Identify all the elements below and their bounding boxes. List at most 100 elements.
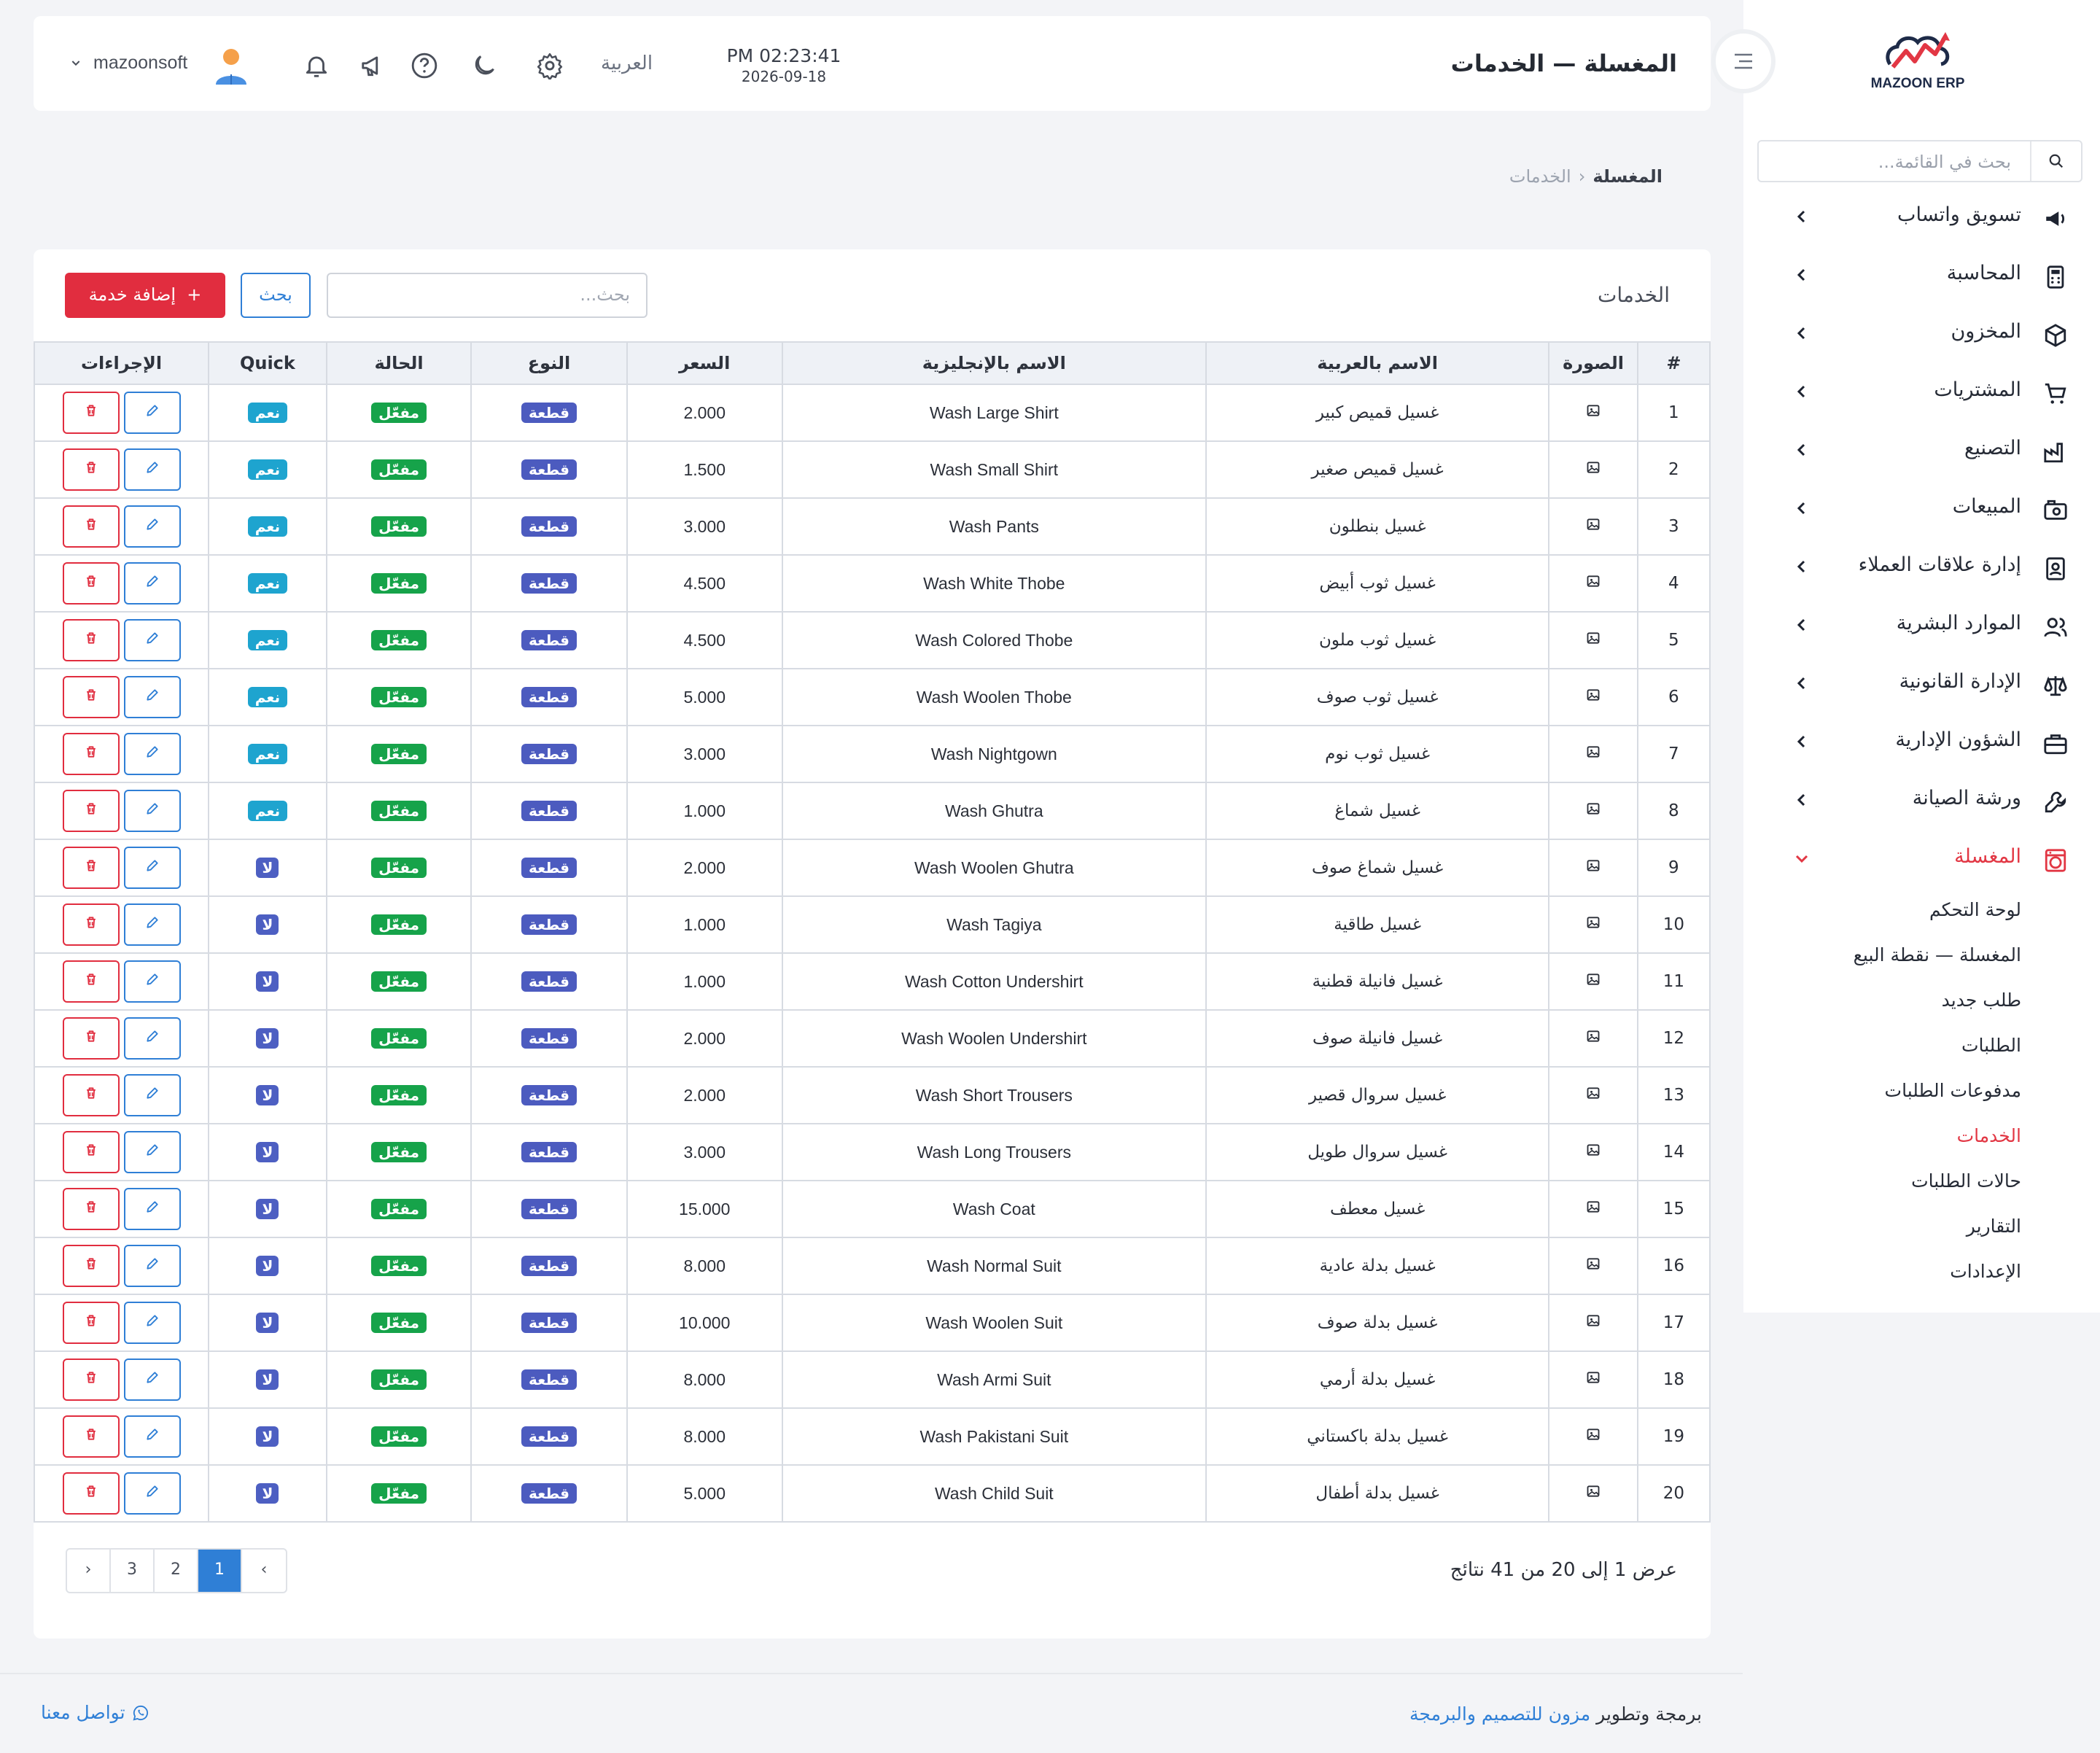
contact-link[interactable]: تواصل معنا xyxy=(41,1702,149,1723)
delete-button[interactable] xyxy=(62,960,120,1003)
user-name[interactable]: mazoonsoft xyxy=(93,53,188,73)
delete-button[interactable] xyxy=(62,1074,120,1116)
sidebar-item-accounting[interactable]: المحاسبة xyxy=(1743,247,2100,306)
cell-name-en: Wash Colored Thobe xyxy=(781,611,1207,669)
sidebar-item-purchases[interactable]: المشتريات xyxy=(1743,364,2100,422)
status-badge: مفعّل xyxy=(371,914,427,935)
subitem-order-statuses[interactable]: حالات الطلبات xyxy=(1743,1160,2100,1205)
subitem-services[interactable]: الخدمات xyxy=(1743,1115,2100,1160)
cell-price: 8.000 xyxy=(626,1407,783,1466)
cell-actions xyxy=(33,952,210,1011)
delete-button[interactable] xyxy=(62,562,120,605)
chevron-down-icon[interactable] xyxy=(70,57,82,69)
edit-button[interactable] xyxy=(123,960,181,1003)
announcements-button[interactable] xyxy=(357,50,389,82)
delete-button[interactable] xyxy=(62,903,120,946)
sidebar-item-manufacturing[interactable]: التصنيع xyxy=(1743,422,2100,481)
edit-button[interactable] xyxy=(123,1472,181,1515)
column-header: النوع xyxy=(470,341,628,385)
subitem-orders[interactable]: الطلبات xyxy=(1743,1025,2100,1070)
delete-button[interactable] xyxy=(62,847,120,889)
edit-button[interactable] xyxy=(123,1131,181,1173)
subitem-dashboard[interactable]: لوحة التحكم xyxy=(1743,889,2100,934)
settings-button[interactable] xyxy=(534,50,566,82)
edit-button[interactable] xyxy=(123,790,181,832)
cart-icon xyxy=(2045,383,2066,404)
edit-button[interactable] xyxy=(123,448,181,491)
delete-button[interactable] xyxy=(62,1415,120,1458)
sidebar-item-sales[interactable]: المبيعات xyxy=(1743,481,2100,539)
brand-logo[interactable]: MAZOON ERP xyxy=(1867,29,1969,102)
cell-image xyxy=(1548,895,1638,954)
sidebar-search-input[interactable]: بحث في القائمة... xyxy=(1757,140,2082,182)
delete-button[interactable] xyxy=(62,1131,120,1173)
avatar[interactable] xyxy=(213,47,249,85)
pagination-page-2[interactable]: 2 xyxy=(155,1550,198,1592)
help-button[interactable] xyxy=(408,50,440,82)
delete-button[interactable] xyxy=(62,1017,120,1060)
delete-button[interactable] xyxy=(62,619,120,661)
search-input[interactable]: بحث... xyxy=(327,273,648,318)
subitem-new-order[interactable]: طلب جديد xyxy=(1743,979,2100,1025)
edit-button[interactable] xyxy=(123,392,181,434)
delete-button[interactable] xyxy=(62,790,120,832)
subitem-reports[interactable]: التقارير xyxy=(1743,1205,2100,1251)
sidebar-toggle-button[interactable] xyxy=(1711,29,1776,93)
subitem-laundry-pos[interactable]: المغسلة — نقطة البيع xyxy=(1743,934,2100,979)
edit-button[interactable] xyxy=(123,1074,181,1116)
edit-button[interactable] xyxy=(123,1017,181,1060)
sidebar-item-crm[interactable]: إدارة علاقات العملاء xyxy=(1743,539,2100,597)
language-switch[interactable]: العربية xyxy=(601,53,653,74)
pagination-prev-button[interactable]: ‹ xyxy=(260,1560,268,1579)
delete-button[interactable] xyxy=(62,676,120,718)
image-icon xyxy=(1586,631,1601,650)
delete-button[interactable] xyxy=(62,448,120,491)
sidebar-item-admin-affairs[interactable]: الشؤون الإدارية xyxy=(1743,714,2100,772)
sidebar-item-whatsapp-marketing[interactable]: تسويق واتساب xyxy=(1743,189,2100,247)
sidebar-item-hr[interactable]: الموارد البشرية xyxy=(1743,597,2100,656)
delete-button[interactable] xyxy=(62,733,120,775)
pagination-next-button[interactable]: › xyxy=(67,1550,111,1592)
pagination-page-1[interactable]: 1 xyxy=(198,1550,242,1592)
delete-button[interactable] xyxy=(62,1302,120,1344)
edit-button[interactable] xyxy=(123,619,181,661)
edit-button[interactable] xyxy=(123,562,181,605)
box-icon xyxy=(2045,324,2066,347)
cell-actions xyxy=(33,668,210,726)
table-row: 4 غسيل ثوب أبيض Wash White Thobe 4.500 قطعة م… xyxy=(33,554,1711,613)
delete-button[interactable] xyxy=(62,392,120,434)
sidebar-item-inventory[interactable]: المخزون xyxy=(1743,306,2100,364)
edit-button[interactable] xyxy=(123,733,181,775)
edit-button[interactable] xyxy=(123,1359,181,1401)
delete-button[interactable] xyxy=(62,1359,120,1401)
edit-button[interactable] xyxy=(123,1302,181,1344)
add-service-button[interactable]: + إضافة خدمة xyxy=(65,273,225,318)
delete-button[interactable] xyxy=(62,505,120,548)
sidebar-item-legal[interactable]: الإدارة القانونية xyxy=(1743,656,2100,714)
delete-button[interactable] xyxy=(62,1245,120,1287)
edit-button[interactable] xyxy=(123,903,181,946)
cell-name-ar: غسيل طاقية xyxy=(1205,895,1550,954)
edit-button[interactable] xyxy=(123,505,181,548)
pagination-page-3[interactable]: 3 xyxy=(111,1550,155,1592)
delete-button[interactable] xyxy=(62,1188,120,1230)
sidebar-item-laundry[interactable]: المغسلة xyxy=(1743,831,2100,889)
notifications-button[interactable] xyxy=(300,50,332,82)
table-body: 1 غسيل قميص كبير Wash Large Shirt 2.000 قطعة… xyxy=(33,384,1711,1523)
subitem-settings[interactable]: الإعدادات xyxy=(1743,1251,2100,1296)
quick-badge: نعم xyxy=(247,744,288,764)
edit-button[interactable] xyxy=(123,676,181,718)
edit-button[interactable] xyxy=(123,1245,181,1287)
edit-button[interactable] xyxy=(123,1188,181,1230)
search-button[interactable]: بحث xyxy=(241,273,311,318)
quick-badge: نعم xyxy=(247,687,288,707)
status-badge: مفعّل xyxy=(371,1369,427,1390)
company-link[interactable]: مزون للتصميم والبرمجة xyxy=(1409,1703,1591,1725)
subitem-order-payments[interactable]: مدفوعات الطلبات xyxy=(1743,1070,2100,1115)
breadcrumb-parent[interactable]: المغسلة xyxy=(1592,166,1662,187)
theme-toggle-button[interactable] xyxy=(468,50,500,82)
edit-button[interactable] xyxy=(123,1415,181,1458)
edit-button[interactable] xyxy=(123,847,181,889)
delete-button[interactable] xyxy=(62,1472,120,1515)
sidebar-item-maintenance[interactable]: ورشة الصيانة xyxy=(1743,772,2100,831)
